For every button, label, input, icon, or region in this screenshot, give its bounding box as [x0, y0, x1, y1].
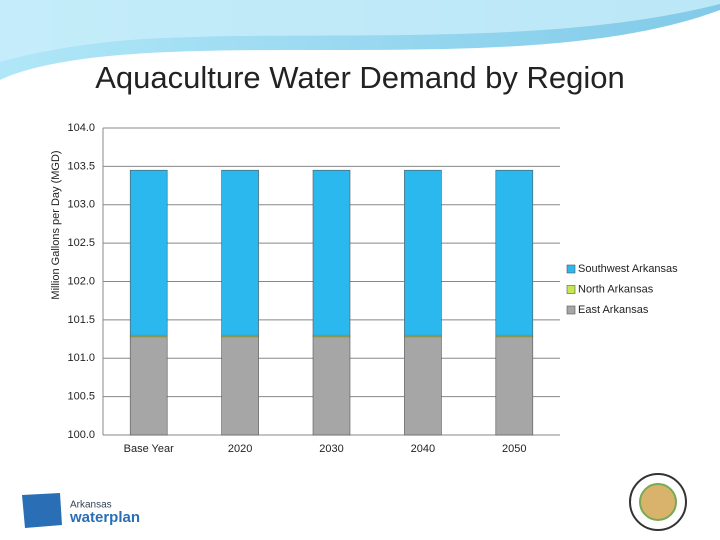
seal-center — [639, 483, 677, 521]
x-tick-label: Base Year — [124, 443, 174, 455]
legend-label: East Arkansas — [578, 304, 649, 316]
legend-swatch — [566, 264, 576, 274]
bar-segment — [404, 169, 442, 336]
bar-segment — [129, 336, 168, 436]
bar-segment — [495, 169, 534, 336]
y-tick-label: 101.0 — [67, 352, 95, 364]
x-tick-label: 2050 — [502, 443, 526, 455]
logo-text: Arkansas — [70, 500, 112, 511]
bar-segment — [221, 169, 259, 336]
x-tick-label: 2040 — [411, 443, 435, 455]
header-swoosh-light — [0, 0, 720, 62]
legend-label: North Arkansas — [578, 283, 654, 295]
legend-swatch — [566, 285, 576, 294]
y-tick-label: 102.0 — [67, 275, 95, 287]
legend-swatch — [566, 305, 576, 315]
logo-shape — [22, 493, 62, 528]
y-axis-label: Million Gallons per Day (MGD) — [50, 150, 62, 299]
y-tick-label: 103.0 — [67, 199, 95, 211]
logo-text: waterplan — [69, 509, 140, 526]
logo: Arkansas waterplan — [22, 493, 140, 528]
y-tick-label: 104.0 — [67, 122, 95, 134]
bar-segment — [221, 336, 259, 436]
y-tick-label: 101.5 — [67, 314, 95, 326]
x-tick-label: 2030 — [319, 443, 343, 455]
y-tick-label: 102.5 — [67, 237, 95, 249]
bar-segment — [312, 336, 351, 436]
chart-title: Aquaculture Water Demand by Region — [95, 60, 625, 95]
bar-segment — [129, 169, 168, 336]
bar-segment — [312, 169, 351, 336]
legend-label: Southwest Arkansas — [578, 263, 678, 275]
x-tick-label: 2020 — [228, 443, 252, 455]
y-tick-label: 100.0 — [67, 429, 95, 441]
y-tick-label: 100.5 — [67, 391, 95, 403]
bar-segment — [495, 336, 534, 436]
y-tick-label: 103.5 — [67, 160, 95, 172]
bar-segment — [404, 336, 442, 436]
